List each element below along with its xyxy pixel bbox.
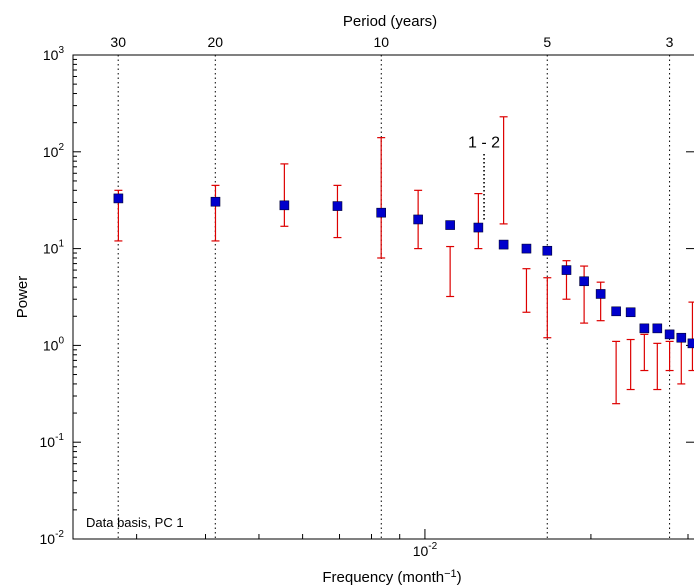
- period-tick-label: 30: [110, 34, 126, 50]
- error-bar: [612, 340, 621, 405]
- period-tick-label: 10: [373, 34, 389, 50]
- data-point: [413, 214, 423, 225]
- data-point: [279, 200, 290, 211]
- period-tick-label: 5: [543, 34, 551, 50]
- error-bar: [626, 338, 635, 391]
- x-tick-label: 10-2: [413, 541, 438, 559]
- error-bar: [665, 340, 674, 372]
- plot-frame: [72, 54, 694, 540]
- error-bar: [474, 192, 483, 250]
- y-tick-label: 102: [43, 142, 65, 160]
- annotation-label: 1 - 2: [468, 134, 500, 151]
- y-tick-label: 101: [43, 239, 65, 257]
- data-point: [595, 289, 606, 299]
- error-bar: [280, 163, 289, 227]
- y-tick-label: 103: [43, 45, 65, 63]
- data-point: [113, 193, 124, 204]
- data-layer: [113, 116, 694, 405]
- data-basis-label: Data basis, PC 1: [86, 515, 184, 530]
- period-tick-label: 3: [666, 34, 674, 50]
- error-bar: [677, 340, 686, 385]
- data-point: [498, 239, 509, 250]
- data-point: [542, 245, 553, 256]
- data-point: [676, 332, 687, 343]
- data-point: [561, 265, 572, 275]
- error-bar: [377, 137, 386, 259]
- period-gridlines: [117, 55, 671, 539]
- error-bar: [211, 184, 220, 242]
- data-point: [579, 276, 589, 287]
- axis-ticks: 30 20 10 5 3 103 102 101 100 10-1 10-2 10-2: [40, 34, 694, 559]
- data-point: [332, 201, 343, 211]
- y-tick-label: 10-1: [40, 432, 65, 450]
- y-axis-title: Power: [14, 276, 31, 319]
- data-point: [687, 338, 694, 349]
- error-bar: [543, 277, 552, 339]
- data-point: [652, 323, 663, 334]
- error-bar: [688, 301, 694, 372]
- data-point: [521, 243, 532, 254]
- error-bar: [333, 184, 342, 239]
- y-tick-label: 100: [43, 335, 65, 353]
- error-bar: [499, 116, 508, 225]
- data-point: [445, 220, 455, 230]
- error-bar: [596, 281, 605, 322]
- data-point: [611, 306, 621, 317]
- annotation-1-2: 1 - 2: [468, 134, 500, 220]
- top-axis-title: Period (years): [343, 13, 437, 30]
- error-bar: [580, 265, 589, 324]
- data-point: [625, 307, 636, 318]
- error-bar: [522, 268, 531, 313]
- data-point: [639, 323, 650, 334]
- y-tick-label: 10-2: [40, 529, 65, 547]
- error-bar: [446, 245, 455, 298]
- data-point: [376, 207, 386, 218]
- x-axis-title: Frequency (month−1): [322, 568, 461, 586]
- error-bar: [653, 342, 662, 391]
- period-tick-label: 20: [208, 34, 224, 50]
- error-bar: [640, 333, 649, 372]
- data-point: [664, 329, 675, 340]
- data-point: [210, 196, 221, 207]
- data-point: [473, 222, 484, 233]
